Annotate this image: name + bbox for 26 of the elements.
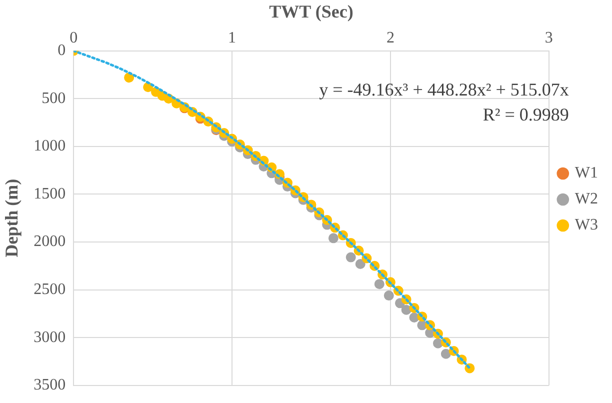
point bbox=[440, 348, 451, 359]
legend-label: W1 bbox=[574, 164, 598, 182]
y-tick-label: 0 bbox=[58, 42, 66, 60]
x-axis-title: TWT (Sec) bbox=[269, 1, 354, 22]
x-tick-label: 3 bbox=[544, 29, 553, 46]
y-tick-label: 3000 bbox=[34, 328, 66, 346]
y-tick-label: 3500 bbox=[34, 376, 66, 394]
y-tick-label: 500 bbox=[42, 90, 66, 107]
y-tick-label: 1000 bbox=[34, 138, 66, 155]
annotation: R² = 0.9989 bbox=[482, 104, 569, 125]
point bbox=[374, 279, 384, 290]
x-tick-label: 0 bbox=[70, 29, 78, 46]
x-tick-label: 1 bbox=[228, 29, 236, 46]
legend-label: W2 bbox=[574, 190, 598, 208]
y-tick-label: 1500 bbox=[34, 185, 66, 202]
legend-label: W3 bbox=[574, 216, 598, 234]
point bbox=[328, 233, 338, 244]
point bbox=[355, 258, 366, 269]
point bbox=[384, 290, 394, 301]
point bbox=[346, 252, 356, 262]
x-tick-label: 2 bbox=[386, 29, 394, 46]
annotation: y = -49.16x³ + 448.28x² + 515.07x bbox=[319, 80, 569, 100]
y-tick-label: 2000 bbox=[34, 233, 66, 250]
y-axis-title: Depth (m) bbox=[1, 178, 22, 258]
y-tick-label: 2500 bbox=[34, 281, 66, 298]
point bbox=[401, 304, 412, 315]
